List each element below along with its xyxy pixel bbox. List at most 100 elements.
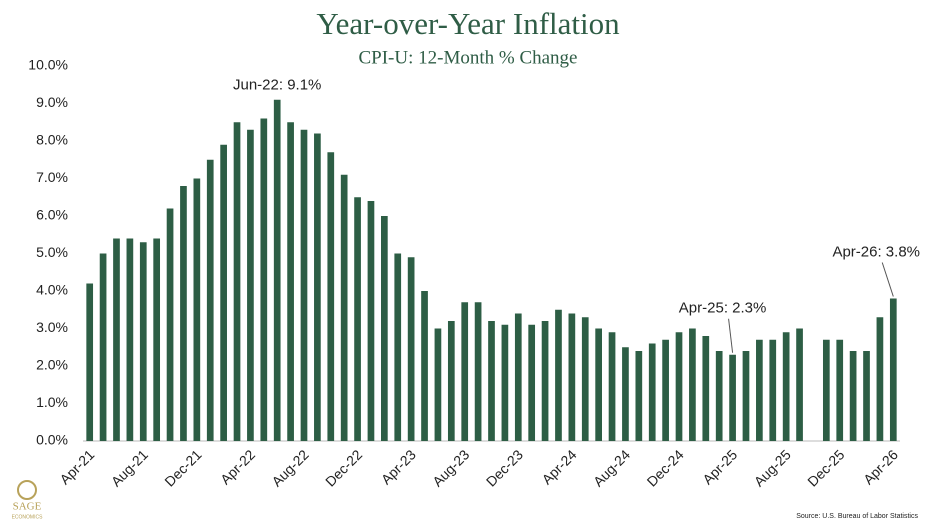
bar <box>608 332 616 441</box>
bar <box>340 174 348 441</box>
value-label: Jun-22: 9.1% <box>233 77 321 94</box>
bar <box>648 343 656 441</box>
bar <box>849 351 857 441</box>
source-note: Source: U.S. Bureau of Labor Statistics <box>796 513 918 520</box>
chart-title: Year-over-Year Inflation <box>316 6 620 41</box>
x-tick-label: Dec-24 <box>644 446 687 489</box>
bar <box>863 351 870 441</box>
x-tick-label: Aug-21 <box>108 446 151 489</box>
x-tick-label: Aug-25 <box>751 446 794 489</box>
bar <box>113 238 120 441</box>
bar <box>260 118 268 441</box>
bar <box>822 339 830 441</box>
bar <box>421 291 428 441</box>
bar <box>193 178 201 441</box>
bar <box>180 186 187 441</box>
bar <box>166 208 174 441</box>
bar <box>796 328 803 441</box>
bar <box>474 302 482 441</box>
bar <box>99 253 107 441</box>
bar <box>555 309 562 441</box>
bar <box>622 347 629 441</box>
x-tick-label: Apr-26 <box>860 446 901 487</box>
x-tick-label: Apr-24 <box>539 446 580 487</box>
logo-tagline: ECONOMICS <box>12 514 44 520</box>
bar <box>541 321 549 441</box>
x-tick-label: Aug-24 <box>590 446 633 489</box>
x-tick-label: Aug-23 <box>429 446 472 489</box>
bar <box>501 324 509 441</box>
y-tick-label: 8.0% <box>36 132 68 148</box>
bar <box>889 298 897 441</box>
y-tick-label: 4.0% <box>36 282 68 298</box>
x-tick-label: Dec-22 <box>322 446 365 489</box>
x-tick-label: Dec-25 <box>804 446 847 489</box>
bar <box>662 339 669 441</box>
bar <box>367 201 375 441</box>
y-tick-label: 1.0% <box>36 394 68 410</box>
bar <box>381 216 388 441</box>
bar <box>153 238 161 441</box>
x-tick-label: Dec-23 <box>483 446 526 489</box>
y-tick-label: 2.0% <box>36 357 68 373</box>
bar <box>715 351 723 441</box>
bar <box>635 351 643 441</box>
y-tick-label: 7.0% <box>36 169 68 185</box>
x-tick-label: Apr-25 <box>699 446 740 487</box>
bar <box>675 332 683 441</box>
bar <box>206 159 214 441</box>
y-tick-label: 5.0% <box>36 244 68 260</box>
bar <box>354 197 361 441</box>
bar <box>756 339 763 441</box>
bar <box>287 122 294 441</box>
bar <box>876 317 884 441</box>
bar <box>139 242 147 441</box>
bar <box>314 133 321 441</box>
bar <box>233 122 241 441</box>
chart-subtitle: CPI-U: 12-Month % Change <box>358 47 577 68</box>
bar <box>126 238 134 441</box>
bar <box>394 253 402 441</box>
bar <box>689 328 696 441</box>
bar <box>595 328 602 441</box>
x-tick-label: Apr-21 <box>56 446 97 487</box>
bar <box>300 129 308 441</box>
x-tick-label: Apr-23 <box>378 446 419 487</box>
bar <box>729 354 736 441</box>
bar <box>327 152 335 441</box>
bar <box>273 99 281 441</box>
x-tick-label: Aug-22 <box>268 446 311 489</box>
bar <box>461 302 469 441</box>
bar <box>769 339 777 441</box>
bar <box>447 321 455 441</box>
bar <box>488 321 495 441</box>
x-tick-label: Dec-21 <box>161 446 204 489</box>
bar <box>247 129 254 441</box>
bar <box>407 257 415 441</box>
leader-line <box>881 262 894 297</box>
logo-icon <box>17 480 37 500</box>
logo-name: SAGE <box>13 501 42 513</box>
leader-line <box>728 318 734 353</box>
bar <box>514 313 522 441</box>
x-tick-label: Apr-22 <box>217 446 258 487</box>
value-label: Apr-25: 2.3% <box>679 300 767 317</box>
y-tick-label: 0.0% <box>36 432 68 448</box>
bar <box>702 336 710 441</box>
bar <box>86 283 94 441</box>
bar <box>568 313 576 441</box>
bar <box>782 332 790 441</box>
y-tick-label: 9.0% <box>36 94 68 110</box>
y-tick-label: 6.0% <box>36 207 68 223</box>
logo: SAGE ECONOMICS <box>12 480 44 520</box>
bar <box>434 328 442 441</box>
y-tick-label: 3.0% <box>36 319 68 335</box>
bar <box>836 339 844 441</box>
bar <box>581 317 589 441</box>
bar <box>220 144 227 441</box>
bar <box>528 324 536 441</box>
y-tick-label: 10.0% <box>28 57 68 73</box>
bar <box>742 351 750 441</box>
value-label: Apr-26: 3.8% <box>832 243 920 260</box>
